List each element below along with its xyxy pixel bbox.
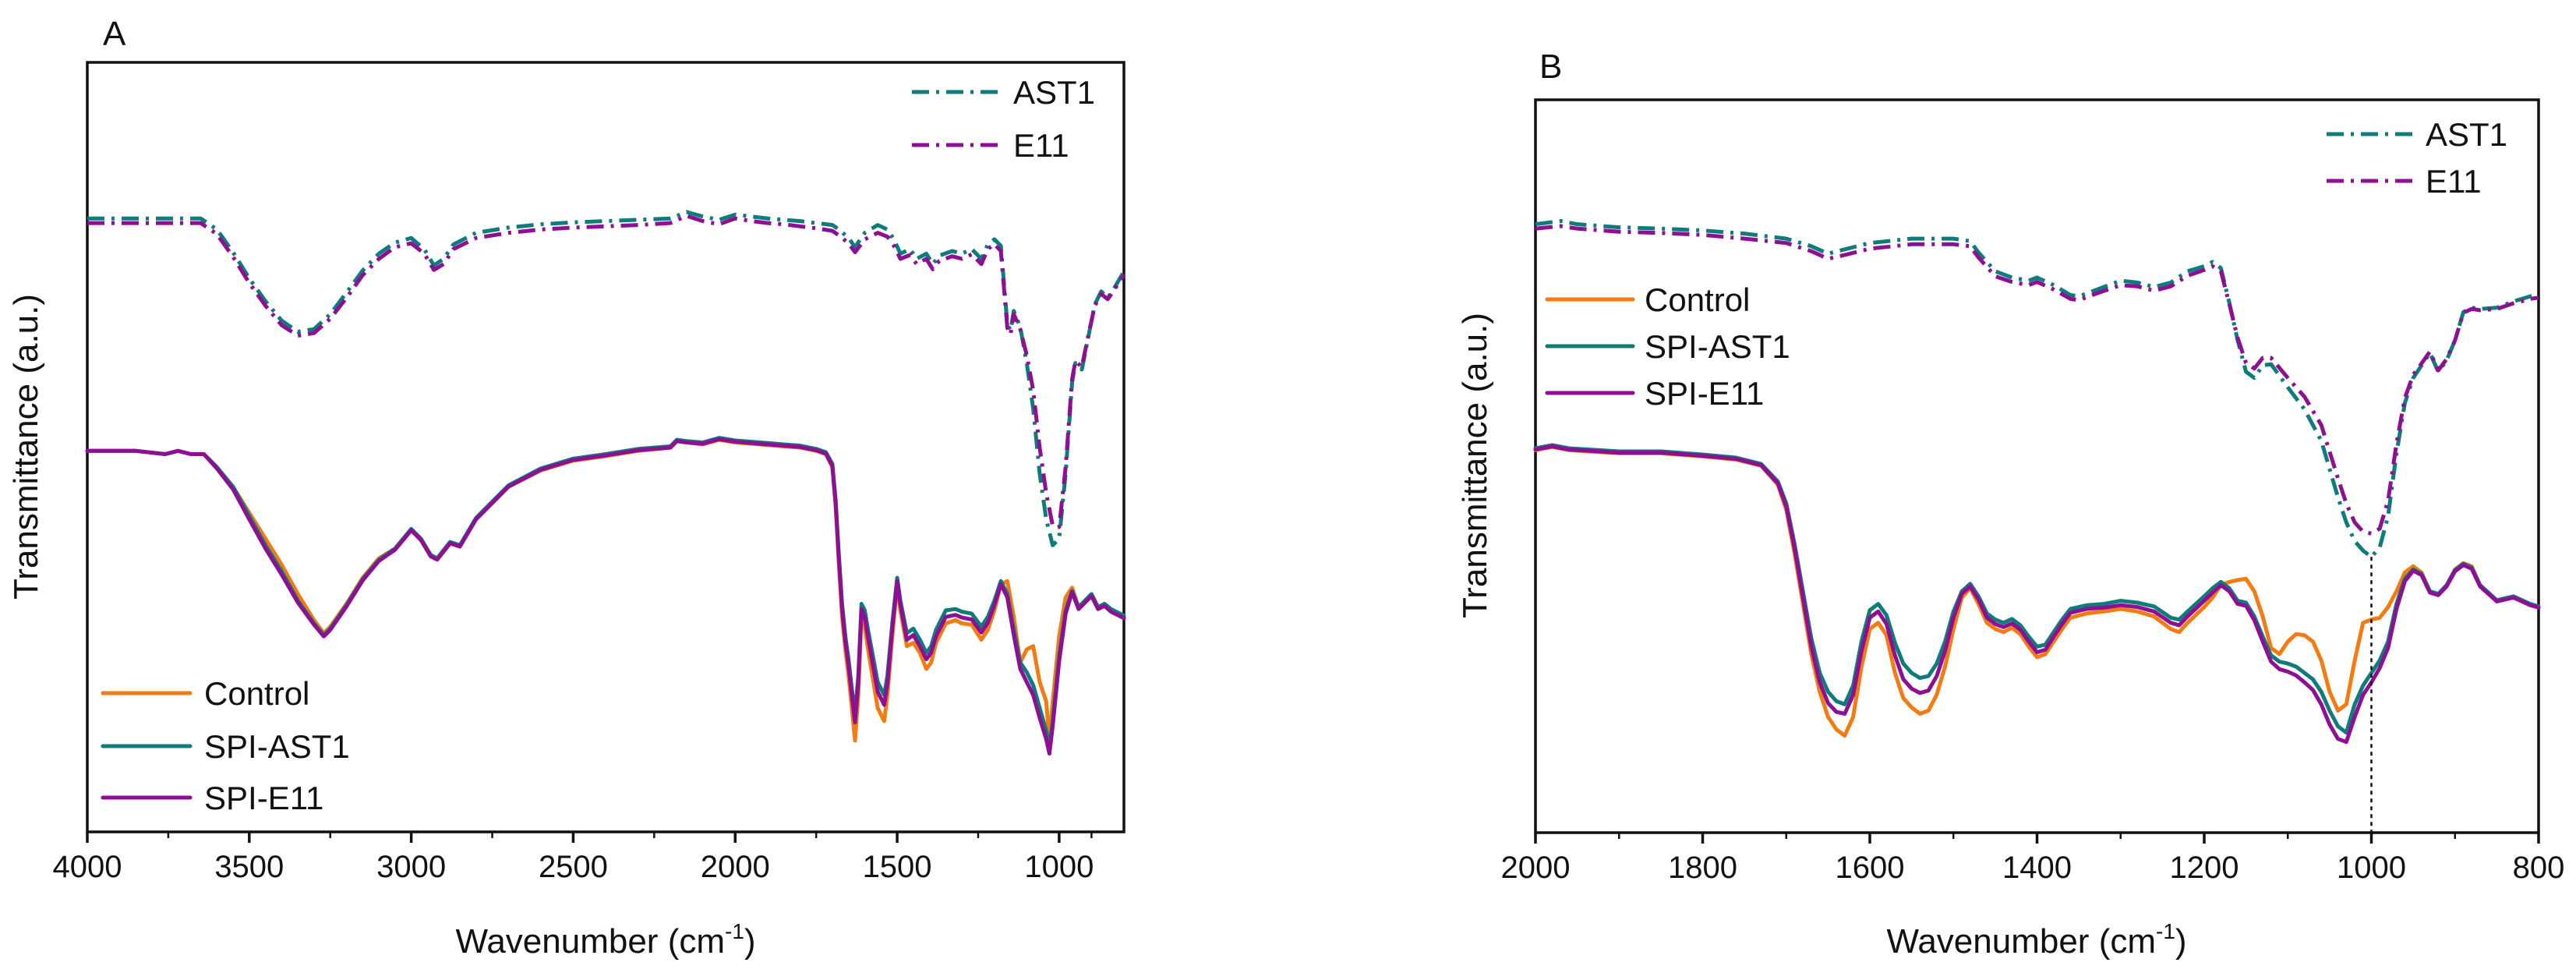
panel-b-legend-mid: Control SPI-AST1 SPI-E11 xyxy=(1545,281,1790,412)
panel-a-series xyxy=(85,210,1126,756)
panel-b-legend-top: AST1 E11 xyxy=(2327,116,2507,200)
panel-b-series xyxy=(1533,219,2541,745)
panel-a-legend-label-ast1: AST1 xyxy=(1013,74,1095,111)
panel-b: B 2000 1800 1600 1400 1200 1000 800 Wavenumber… xyxy=(1456,48,2564,961)
series-line-e11 xyxy=(1535,224,2539,536)
panel-b-legend-label-spi-e11: SPI-E11 xyxy=(1645,375,1764,412)
panel-b-legend-label-spi-ast1: SPI-AST1 xyxy=(1645,328,1790,365)
panel-a-y-axis-label: Transmittance (a.u.) xyxy=(7,294,45,600)
x-tick-label-3000: 3000 xyxy=(376,850,446,884)
series-line-spi-e11 xyxy=(85,437,1126,756)
x-tick-label-800: 800 xyxy=(2513,851,2565,885)
x-tick-label-1000: 1000 xyxy=(2337,851,2406,885)
series-line-spi-e11 xyxy=(1533,444,2541,745)
x-tick-label-2000: 2000 xyxy=(701,850,770,884)
panel-a-x-ticks: 4000 3500 3000 2500 2000 1500 1000 xyxy=(53,832,1094,884)
x-tick-label-3500: 3500 xyxy=(214,850,284,884)
panel-b-legend-label-ast1: AST1 xyxy=(2426,116,2507,153)
panel-b-x-ticks: 2000 1800 1600 1400 1200 1000 800 xyxy=(1501,833,2565,885)
x-tick-label-1800: 1800 xyxy=(1668,851,1737,885)
panel-b-y-axis-label: Transmittance (a.u.) xyxy=(1456,313,1494,618)
x-tick-label-1500: 1500 xyxy=(863,850,932,884)
series-line-ast1 xyxy=(87,210,1126,547)
panel-a-legend-label-spi-ast1: SPI-AST1 xyxy=(204,728,350,765)
x-tick-label-2500: 2500 xyxy=(539,850,608,884)
panel-b-legend-label-e11: E11 xyxy=(2426,163,2482,200)
panel-a-legend-top: AST1 E11 xyxy=(912,74,1095,164)
x-tick-label-4000: 4000 xyxy=(53,850,122,884)
panel-b-letter: B xyxy=(1539,48,1562,86)
x-tick-label-1000: 1000 xyxy=(1024,850,1094,884)
panel-a-legend-label-spi-e11: SPI-E11 xyxy=(204,780,323,816)
panel-b-x-axis-label: Wavenumber (cm-1) xyxy=(1886,919,2186,961)
panel-a-x-axis-label: Wavenumber (cm-1) xyxy=(455,919,755,961)
panel-a-letter: A xyxy=(103,15,126,53)
x-tick-label-1200: 1200 xyxy=(2170,851,2239,885)
panel-a-legend-bottom: Control SPI-AST1 SPI-E11 xyxy=(101,675,350,816)
x-tick-label-2000: 2000 xyxy=(1501,851,1571,885)
series-line-control xyxy=(1533,444,2541,738)
x-tick-label-1600: 1600 xyxy=(1836,851,1905,885)
panel-b-legend-label-control: Control xyxy=(1645,281,1750,318)
panel-a: A 4000 3500 3000 2500 2000 1500 1000 Wavenumbe… xyxy=(7,15,1126,961)
series-line-e11 xyxy=(87,214,1126,529)
panel-a-legend-label-control: Control xyxy=(204,675,309,712)
panel-a-legend-label-e11: E11 xyxy=(1013,127,1069,164)
panel-a-plot-frame xyxy=(86,61,1125,833)
x-tick-label-1400: 1400 xyxy=(2002,851,2072,885)
panel-b-plot-frame xyxy=(1534,98,2540,834)
